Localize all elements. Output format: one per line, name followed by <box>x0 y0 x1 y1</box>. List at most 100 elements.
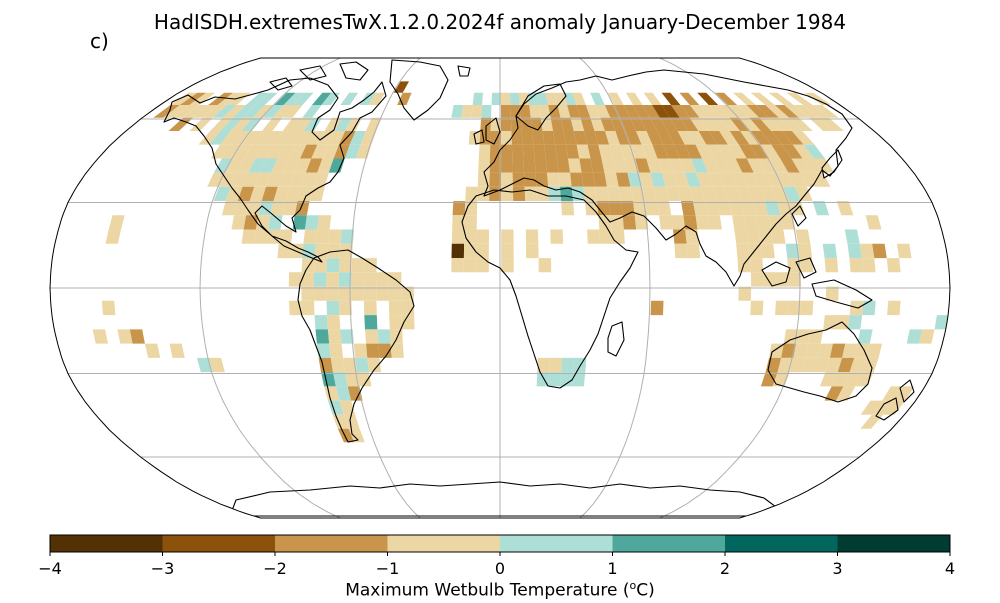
grid-cell <box>843 372 862 387</box>
grid-cell <box>594 131 610 145</box>
grid-cell <box>765 105 790 118</box>
grid-cell <box>610 215 624 230</box>
grid-cell <box>501 158 513 173</box>
grid-cell <box>718 105 740 118</box>
grid-cell <box>593 172 607 187</box>
colorbar-bin <box>500 535 613 552</box>
grid-cell <box>92 329 108 344</box>
grid-cell <box>784 105 809 118</box>
grid-cell <box>597 201 611 216</box>
grid-cell <box>719 172 737 187</box>
grid-cell <box>241 229 256 244</box>
grid-cell <box>760 131 783 145</box>
grid-cell <box>301 286 314 301</box>
grid-cell <box>376 286 389 301</box>
grid-cell <box>317 131 335 145</box>
grid-cell <box>248 158 267 173</box>
grid-cell <box>746 229 761 244</box>
grid-cell <box>719 117 741 131</box>
grid-cell <box>788 272 802 287</box>
grid-cell <box>736 243 750 259</box>
grid-cell <box>623 105 641 118</box>
grid-cell <box>245 92 269 105</box>
grid-cell <box>772 372 790 387</box>
grid-cell <box>273 186 290 201</box>
grid-cell <box>390 343 404 358</box>
grid-cell <box>646 158 662 173</box>
grid-cell <box>105 229 121 244</box>
grid-cell <box>364 315 378 330</box>
grid-cell <box>560 186 574 201</box>
grid-cell <box>521 131 534 145</box>
grid-cell <box>452 201 466 216</box>
grid-cell <box>461 105 473 118</box>
grid-cell <box>652 105 670 118</box>
grid-cell <box>630 144 647 159</box>
grid-cell <box>650 117 668 131</box>
grid-cell <box>263 131 283 145</box>
colorbar-bin <box>50 535 163 552</box>
grid-cell <box>610 117 626 131</box>
grid-cell <box>249 186 266 201</box>
grid-cell <box>523 158 536 173</box>
grid-cell <box>642 105 660 118</box>
grid-cell <box>489 158 502 173</box>
grid-cell <box>583 186 597 201</box>
colorbar-tick-label: −3 <box>151 559 175 578</box>
grid-cell <box>733 92 756 105</box>
grid-cell <box>221 144 242 159</box>
grid-cell <box>667 131 685 145</box>
grid-cell <box>691 158 708 173</box>
grid-cell <box>750 300 764 316</box>
grid-cell <box>605 131 620 145</box>
grid-cell <box>259 158 278 173</box>
grid-cell <box>774 105 799 118</box>
grid-cell <box>305 158 323 173</box>
grid-cell <box>532 131 545 145</box>
colorbar-bin <box>612 535 725 552</box>
grid-cell <box>883 400 906 415</box>
grid-cell <box>254 172 272 187</box>
grid-cell <box>293 117 313 131</box>
grid-cell <box>635 158 651 173</box>
grid-cell <box>339 243 353 259</box>
grid-cell <box>934 315 950 330</box>
grid-cell <box>764 201 781 216</box>
grid-cell <box>501 117 512 131</box>
grid-cell <box>779 117 803 131</box>
grid-cell <box>724 158 743 173</box>
grid-cell <box>225 158 245 173</box>
grid-cell <box>829 343 846 358</box>
grid-cell <box>561 357 575 373</box>
grid-cell <box>153 105 180 118</box>
colorbar-bin <box>387 535 500 552</box>
new-zealand-coast <box>875 379 915 421</box>
grid-cell <box>314 315 328 330</box>
grid-cell <box>625 92 643 105</box>
map-frame <box>49 57 951 519</box>
grid-cell <box>501 144 513 159</box>
grid-cell <box>271 158 289 173</box>
grid-cell <box>622 215 637 230</box>
grid-cell <box>220 131 242 145</box>
grid-cell <box>847 243 862 259</box>
graticule <box>50 58 950 518</box>
grid-cell <box>680 201 696 216</box>
grid-cell <box>824 258 839 273</box>
grid-cell <box>641 144 658 159</box>
grid-cell <box>819 372 838 387</box>
grid-cell <box>749 144 770 159</box>
grid-cell <box>735 158 754 173</box>
grid-cell <box>609 201 623 216</box>
grid-cell <box>108 215 125 230</box>
grid-cell <box>689 186 705 201</box>
colorbar-tick-label: −1 <box>376 559 400 578</box>
grid-cell <box>614 105 631 118</box>
grid-cell <box>321 92 341 105</box>
grid-cell <box>803 144 825 159</box>
grid-cell <box>274 92 296 105</box>
grid-cell <box>688 131 707 145</box>
grid-cell <box>801 357 818 373</box>
grid-cell <box>324 117 343 131</box>
grid-cell <box>210 117 233 131</box>
